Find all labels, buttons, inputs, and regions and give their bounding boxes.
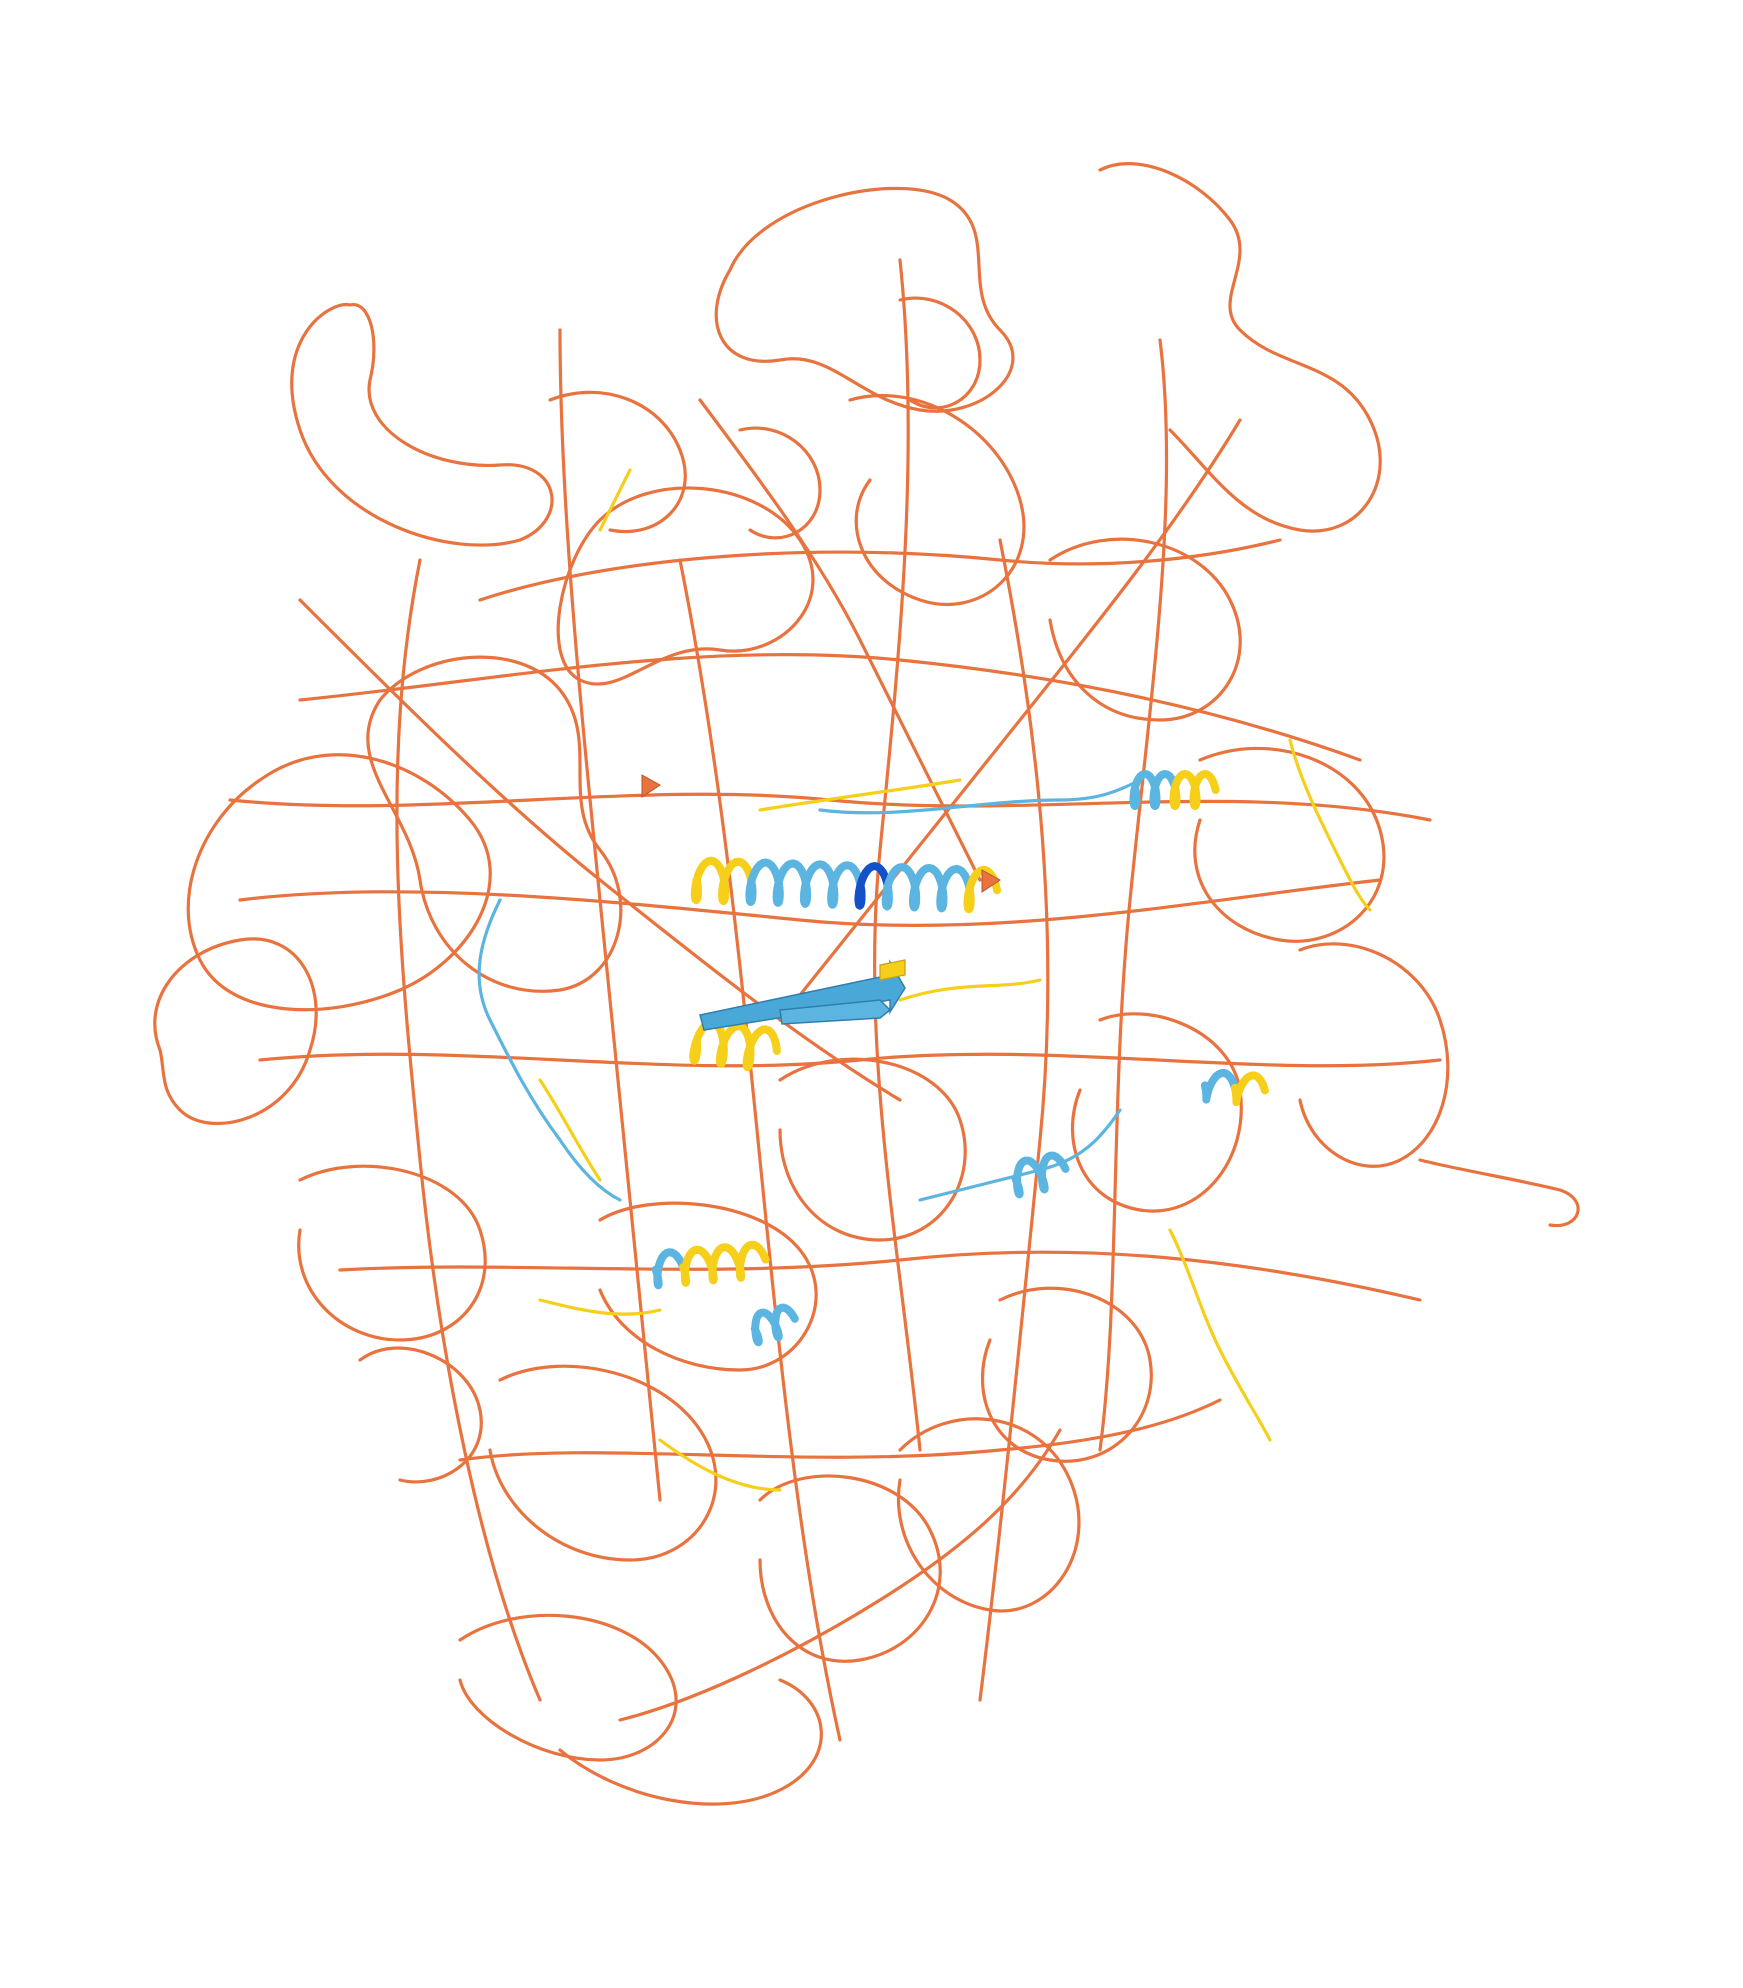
coil-strand — [478, 538, 1282, 602]
helix-turn — [734, 1240, 770, 1282]
confident-loop — [477, 898, 622, 1202]
coil-loop — [1098, 162, 1382, 533]
coil-loop — [1298, 942, 1450, 1168]
coil-loop — [290, 303, 554, 547]
helix-turn — [715, 1022, 755, 1068]
helix-turn — [706, 1243, 743, 1285]
confident-loop — [818, 778, 1142, 815]
coil-loop — [358, 1346, 483, 1484]
coil-strand — [872, 258, 922, 1452]
coil-loop — [186, 753, 492, 1012]
chain-terminus-cap — [641, 774, 661, 798]
coil-loop — [558, 1678, 823, 1806]
helix-turn — [718, 857, 756, 906]
helix-turn — [1189, 770, 1220, 810]
coil-strand — [778, 418, 1242, 1022]
coil-loop — [981, 1286, 1153, 1463]
coil-strand — [298, 598, 902, 1102]
coil-loop — [488, 1364, 718, 1562]
chain-terminus-cap — [981, 869, 1001, 893]
coil-loop — [1048, 537, 1242, 722]
helix-turn — [1169, 770, 1200, 810]
helix-turn — [651, 1248, 688, 1290]
coil-strand — [978, 538, 1050, 1702]
central-helix — [641, 774, 1001, 914]
coil-loop — [758, 1474, 942, 1663]
small-helices — [651, 770, 1269, 1347]
coil-loop — [598, 1201, 818, 1372]
helix-turn — [799, 860, 838, 908]
helix-turn — [1149, 770, 1180, 810]
coil-loop — [1418, 1158, 1580, 1228]
coil-loop — [548, 390, 687, 534]
low-confidence-linker-layer — [538, 468, 1372, 1492]
helix-turn — [750, 1308, 779, 1347]
helix-turn — [827, 861, 865, 909]
helix-turn — [936, 864, 974, 913]
coil-strand — [395, 558, 542, 1702]
coil-loop — [1193, 746, 1386, 943]
coil-loop — [297, 1164, 487, 1342]
helix-turn — [772, 859, 811, 907]
linker-segment — [658, 1438, 782, 1492]
coil-loop — [778, 1057, 967, 1242]
linker-segment — [898, 978, 1042, 1002]
helix-turn — [1129, 770, 1160, 810]
helix-turn — [881, 863, 920, 911]
coil-loop — [848, 394, 1026, 606]
coil-loop — [898, 296, 982, 410]
beta-strand-arrow — [879, 959, 906, 981]
coil-strand — [258, 1052, 1442, 1068]
beta-strand-pair — [699, 959, 906, 1031]
coil-loop — [738, 426, 822, 540]
coil-loop — [714, 186, 1015, 413]
helix-turn — [1230, 1071, 1269, 1107]
coil-strand — [238, 878, 1382, 928]
helix-turn — [770, 1303, 799, 1342]
coil-strand — [698, 398, 982, 882]
helix-turn — [742, 1025, 781, 1072]
coil-strand — [618, 1428, 1062, 1722]
beta-strand-arrow — [779, 999, 892, 1025]
coil-loop — [1071, 1012, 1243, 1213]
coil-strand — [338, 1250, 1422, 1302]
linker-segment — [598, 468, 632, 532]
helix-turn — [745, 858, 783, 906]
helix-turn — [1011, 1156, 1045, 1199]
helix-turn — [909, 864, 947, 912]
linker-segment — [1288, 738, 1372, 912]
linker-segment — [758, 778, 962, 812]
helix-turn — [690, 856, 729, 905]
helix-turn — [963, 865, 1001, 914]
coil-loop — [556, 486, 815, 686]
linker-segment — [538, 1078, 602, 1182]
coil-strand — [1098, 338, 1169, 1452]
helix-turn — [679, 1245, 715, 1287]
coil-loop — [897, 1417, 1081, 1613]
coil-strand — [458, 1398, 1222, 1462]
coil-loop — [458, 1613, 678, 1762]
coil-loop — [153, 937, 318, 1125]
helix-turn — [1036, 1151, 1070, 1194]
coil-strand — [678, 558, 842, 1742]
linker-segment — [538, 1298, 662, 1316]
disordered-coil-layer — [153, 162, 1580, 1806]
linker-segment — [1168, 1228, 1272, 1442]
helix-turn — [854, 862, 892, 910]
helix-turn — [1200, 1068, 1239, 1104]
coil-strand — [298, 652, 1362, 762]
